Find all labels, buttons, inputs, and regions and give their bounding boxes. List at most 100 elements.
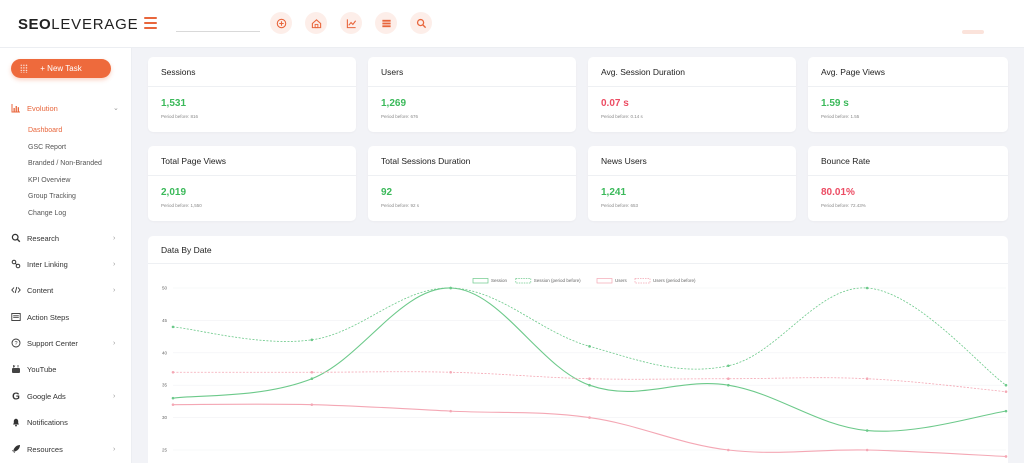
sidebar-item-label: YouTube xyxy=(27,364,57,374)
card-title: Avg. Session Duration xyxy=(601,67,685,77)
series-line-2 xyxy=(172,403,1007,458)
card-period-before: Period before: 816 xyxy=(161,114,199,119)
data-point xyxy=(865,377,869,381)
data-by-date-card: Data By Date 25 30 35 40 45 50 Session Session … xyxy=(148,236,1008,463)
y-tick-label: 30 xyxy=(162,415,168,420)
card-title: Total Sessions Duration xyxy=(381,156,471,166)
data-point xyxy=(310,403,314,406)
y-tick-label: 50 xyxy=(162,286,168,291)
data-point xyxy=(171,403,175,406)
header-right-indicator xyxy=(962,30,984,34)
data-point xyxy=(449,286,452,290)
sidebar-item-label: Evolution xyxy=(27,103,58,113)
sidebar-item-label: Research xyxy=(27,233,60,243)
data-point xyxy=(727,364,730,368)
card-title: Avg. Page Views xyxy=(821,67,885,77)
new-task-label: + New Task xyxy=(40,64,82,73)
sidebar-item-research[interactable]: Research › xyxy=(0,229,132,247)
y-tick-label: 45 xyxy=(162,318,168,323)
sidebar-sub-group-tracking[interactable]: Group Tracking xyxy=(28,193,76,200)
data-point xyxy=(310,338,314,342)
sidebar-item-inter-linking[interactable]: Inter Linking › xyxy=(0,255,132,273)
stat-card-sessions: Sessions 1,531 Period before: 816 xyxy=(148,57,356,132)
card-value: 1,269 xyxy=(381,98,407,109)
sidebar-item-action-steps[interactable]: Action Steps xyxy=(0,308,132,326)
data-point xyxy=(171,370,175,374)
card-value: 2,019 xyxy=(161,187,187,198)
card-title: News Users xyxy=(601,156,647,166)
header-search-input[interactable] xyxy=(176,16,260,32)
rocket-icon xyxy=(11,444,21,454)
chevron-right-icon: › xyxy=(113,286,116,294)
card-title: Sessions xyxy=(161,67,196,77)
sidebar-item-resources[interactable]: Resources › xyxy=(0,440,132,458)
stat-card-users: Users 1,269 Period before: 676 xyxy=(368,57,576,132)
data-point xyxy=(865,448,869,452)
data-point xyxy=(588,416,591,419)
sidebar-item-label: Notifications xyxy=(27,417,68,427)
card-value: 1,241 xyxy=(601,187,627,198)
logo-light-text: LEVERAGE xyxy=(51,16,139,33)
sidebar-sub-kpi-overview[interactable]: KPI Overview xyxy=(28,177,71,184)
data-point xyxy=(865,286,869,290)
data-by-date-chart: 25 30 35 40 45 50 Session Session (period befor… xyxy=(162,278,1008,458)
search-button[interactable] xyxy=(410,12,432,34)
add-circle-icon xyxy=(276,18,286,28)
sidebar-item-label: Action Steps xyxy=(27,312,70,322)
sidebar-sub-change-log[interactable]: Change Log xyxy=(28,210,67,217)
card-value: 1.59 s xyxy=(821,98,849,109)
data-point xyxy=(171,325,175,329)
list-button[interactable] xyxy=(375,12,397,34)
stat-card-bounce-rate: Bounce Rate 80.01% Period before: 72.43% xyxy=(808,146,1008,221)
data-point xyxy=(727,448,730,452)
add-circle-button[interactable] xyxy=(270,12,292,34)
sidebar: + New Task Evolution ⌄ Dashboard GSC Rep… xyxy=(0,48,132,463)
y-tick-label: 25 xyxy=(162,448,168,453)
youtube-icon xyxy=(11,364,21,374)
link-icon xyxy=(11,259,21,269)
legend-label: Users xyxy=(615,278,628,283)
data-point xyxy=(588,345,591,348)
sidebar-item-google-ads[interactable]: G Google Ads › xyxy=(0,387,132,405)
legend-swatch xyxy=(596,278,613,284)
legend-swatch xyxy=(472,278,489,284)
chart-title: Data By Date xyxy=(161,245,212,255)
sidebar-item-support-center[interactable]: ? Support Center › xyxy=(0,334,132,352)
menu-toggle-icon[interactable] xyxy=(144,17,157,29)
data-point xyxy=(449,409,452,413)
stat-card-total-page-views: Total Page Views 2,019 Period before: 1,… xyxy=(148,146,356,221)
bell-icon xyxy=(11,417,21,427)
card-period-before: Period before: 92 s xyxy=(381,203,420,208)
y-tick-label: 40 xyxy=(162,350,168,355)
sidebar-item-youtube[interactable]: YouTube xyxy=(0,360,132,378)
sidebar-item-evolution[interactable]: Evolution ⌄ xyxy=(0,99,132,117)
data-point xyxy=(310,370,314,374)
sidebar-item-content[interactable]: Content › xyxy=(0,281,132,299)
home-button[interactable] xyxy=(305,12,327,34)
trend-chart-icon xyxy=(346,18,356,28)
sidebar-sub-gsc-report[interactable]: GSC Report xyxy=(28,144,67,151)
legend-label: Users (period before) xyxy=(653,278,696,283)
data-point xyxy=(1004,383,1008,387)
stat-card-avg-session-duration: Avg. Session Duration 0.07 s Period befo… xyxy=(588,57,796,132)
data-point xyxy=(865,429,869,432)
help-circle-icon: ? xyxy=(11,338,21,348)
chevron-right-icon: › xyxy=(113,445,116,453)
card-value: 80.01% xyxy=(821,187,855,198)
stat-card-total-sessions-duration: Total Sessions Duration 92 Period before… xyxy=(368,146,576,221)
svg-text:G: G xyxy=(12,392,20,402)
sidebar-item-notifications[interactable]: Notifications xyxy=(0,413,132,431)
code-icon xyxy=(11,285,21,295)
stat-card-avg-page-views: Avg. Page Views 1.59 s Period before: 1.… xyxy=(808,57,1008,132)
app-logo[interactable]: SEOLEVERAGE xyxy=(18,16,138,33)
card-value: 1,531 xyxy=(161,98,187,109)
trend-chart-button[interactable] xyxy=(340,12,362,34)
card-title: Users xyxy=(381,67,404,77)
card-value: 0.07 s xyxy=(601,98,629,109)
new-task-button[interactable]: + New Task xyxy=(11,59,111,78)
sidebar-sub-branded[interactable]: Branded / Non-Branded xyxy=(28,160,102,167)
card-value: 92 xyxy=(381,187,393,198)
y-tick-label: 35 xyxy=(162,383,168,388)
data-point xyxy=(588,383,591,387)
sidebar-sub-dashboard[interactable]: Dashboard xyxy=(28,127,63,134)
